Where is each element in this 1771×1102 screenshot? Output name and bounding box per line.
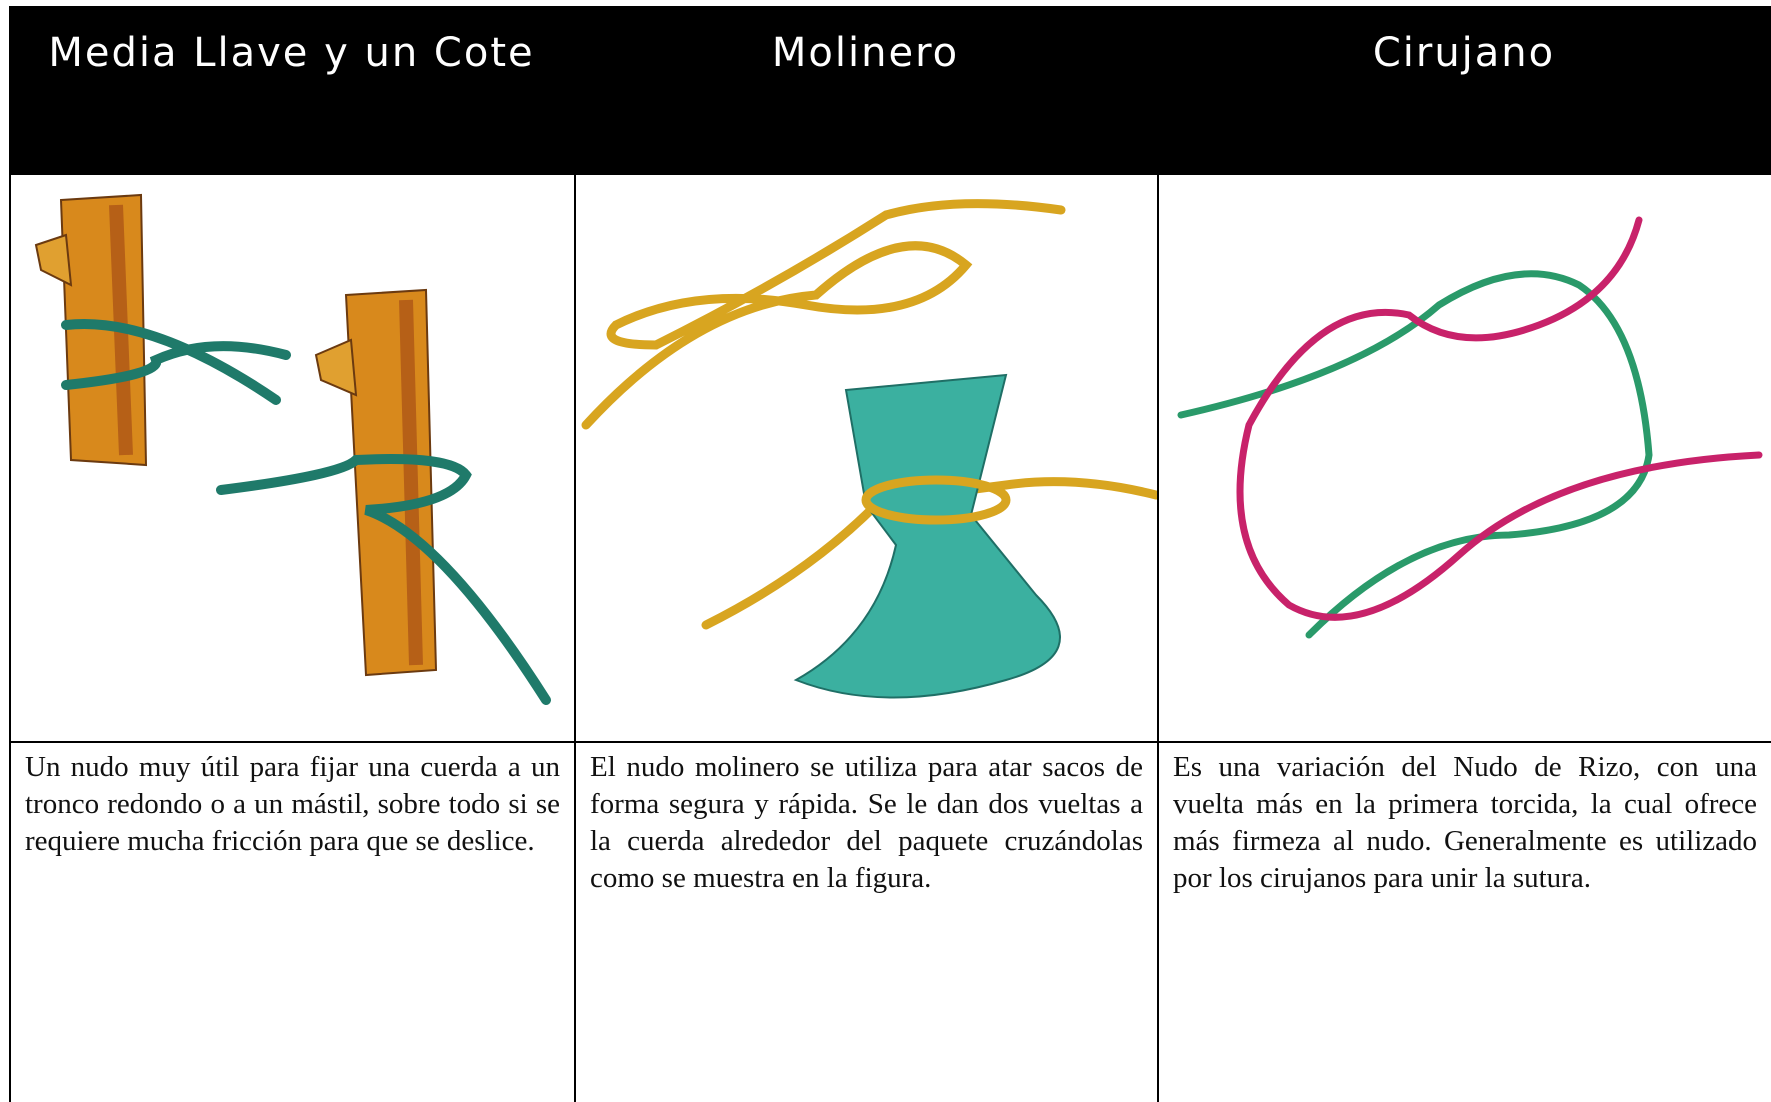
- header-cell: Cirujano: [1157, 6, 1771, 175]
- header-cell: Media Llave y un Cote: [9, 6, 574, 175]
- sack-knot-illustration: [581, 199, 1157, 699]
- log-knot-illustration: [34, 193, 551, 705]
- illustration-cell: [9, 175, 574, 743]
- illustration-cell: [574, 175, 1157, 743]
- description: El nudo molinero se utiliza para atar sa…: [574, 743, 1157, 1102]
- description: Es una variación del Nudo de Rizo, con u…: [1157, 743, 1771, 1102]
- surgeon-knot-illustration: [1177, 216, 1763, 639]
- illustration-cell: [1157, 175, 1771, 743]
- header-cell: Molinero: [574, 6, 1157, 175]
- description: Un nudo muy útil para fijar una cuerda a…: [9, 743, 574, 1102]
